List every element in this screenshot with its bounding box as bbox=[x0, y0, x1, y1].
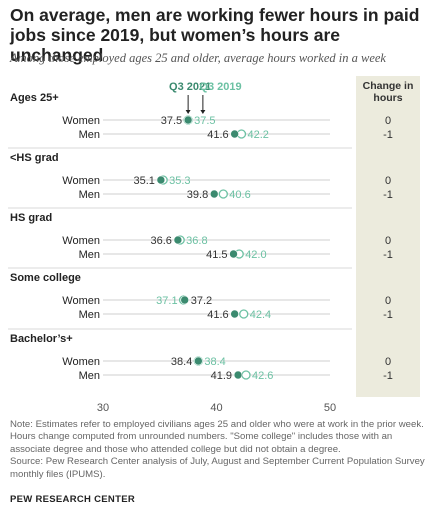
row-label: Women bbox=[62, 356, 100, 368]
source-text: Source: Pew Research Center analysis of … bbox=[10, 456, 425, 480]
value-label-q2021: 39.8 bbox=[187, 189, 208, 201]
value-label-q2021: 38.4 bbox=[171, 356, 192, 368]
x-tick-label: 50 bbox=[324, 402, 336, 414]
change-value: 0 bbox=[385, 235, 391, 247]
dot-q2021 bbox=[233, 370, 243, 380]
change-value: -1 bbox=[383, 309, 393, 321]
change-value: -1 bbox=[383, 370, 393, 382]
value-label-q2021: 37.5 bbox=[161, 115, 182, 127]
value-label-q2019: 37.5 bbox=[194, 115, 215, 127]
value-label-q2021: 41.9 bbox=[211, 370, 232, 382]
dot-q2021 bbox=[230, 309, 239, 319]
value-label-q2021: 41.6 bbox=[207, 309, 228, 321]
group-label: <HS grad bbox=[10, 152, 59, 164]
value-label-q2019: 42.0 bbox=[245, 249, 266, 261]
value-label-q2019: 42.2 bbox=[247, 129, 268, 141]
row-label: Women bbox=[62, 295, 100, 307]
dot-q2021 bbox=[183, 115, 193, 125]
change-header: Change in hours bbox=[362, 80, 414, 104]
group-label: Ages 25+ bbox=[10, 92, 59, 104]
row-label: Men bbox=[79, 309, 100, 321]
value-label-q2021: 41.6 bbox=[207, 129, 228, 141]
row-label: Men bbox=[79, 249, 100, 261]
change-value: 0 bbox=[385, 356, 391, 368]
dot-q2021 bbox=[230, 129, 239, 139]
legend-q2019: Q3 2019 bbox=[199, 81, 241, 93]
value-label-q2019: 42.4 bbox=[250, 309, 271, 321]
legend-arrow-q2019 bbox=[200, 110, 206, 114]
value-label-q2021: 36.6 bbox=[150, 235, 171, 247]
change-panel bbox=[356, 76, 420, 397]
x-tick-label: 40 bbox=[210, 402, 222, 414]
dot-q2021 bbox=[229, 249, 238, 259]
value-label-q2021: 35.1 bbox=[133, 175, 154, 187]
value-label-q2019: 36.8 bbox=[186, 235, 207, 247]
value-label-q2019: 35.3 bbox=[169, 175, 190, 187]
change-value: -1 bbox=[383, 249, 393, 261]
dot-q2021 bbox=[156, 175, 166, 185]
group-label: Bachelor’s+ bbox=[10, 333, 73, 345]
note-block: Note: Estimates refer to employed civili… bbox=[10, 419, 425, 481]
value-label-q2019: 42.6 bbox=[252, 370, 273, 382]
row-label: Men bbox=[79, 129, 100, 141]
value-label-q2019: 37.1 bbox=[156, 295, 177, 307]
row-label: Men bbox=[79, 189, 100, 201]
dot-q2021 bbox=[180, 295, 190, 305]
value-label-q2019: 40.6 bbox=[229, 189, 250, 201]
row-label: Men bbox=[79, 370, 100, 382]
row-label: Women bbox=[62, 175, 100, 187]
x-tick-label: 30 bbox=[97, 402, 109, 414]
note-text: Note: Estimates refer to employed civili… bbox=[10, 419, 424, 455]
dot-q2021 bbox=[194, 356, 203, 366]
group-label: Some college bbox=[10, 272, 81, 284]
legend-q2021: Q3 2021 bbox=[169, 81, 211, 93]
change-value: 0 bbox=[385, 295, 391, 307]
value-label-q2019: 38.4 bbox=[204, 356, 225, 368]
change-value: 0 bbox=[385, 115, 391, 127]
footer-brand: PEW RESEARCH CENTER bbox=[10, 494, 135, 505]
dot-q2019 bbox=[241, 370, 251, 380]
legend-arrow-q2021 bbox=[185, 110, 191, 114]
row-label: Women bbox=[62, 115, 100, 127]
dot-q2021 bbox=[173, 235, 183, 245]
change-value: 0 bbox=[385, 175, 391, 187]
row-label: Women bbox=[62, 235, 100, 247]
value-label-q2021: 37.2 bbox=[191, 295, 212, 307]
change-value: -1 bbox=[383, 189, 393, 201]
dot-q2021 bbox=[209, 189, 219, 199]
change-value: -1 bbox=[383, 129, 393, 141]
dot-q2019 bbox=[218, 189, 228, 199]
group-label: HS grad bbox=[10, 212, 52, 224]
chart-title: On average, men are working fewer hours … bbox=[10, 5, 420, 65]
dot-q2019 bbox=[239, 309, 249, 319]
chart-subtitle: Among those employed ages 25 and older, … bbox=[10, 51, 386, 65]
value-label-q2021: 41.5 bbox=[206, 249, 227, 261]
